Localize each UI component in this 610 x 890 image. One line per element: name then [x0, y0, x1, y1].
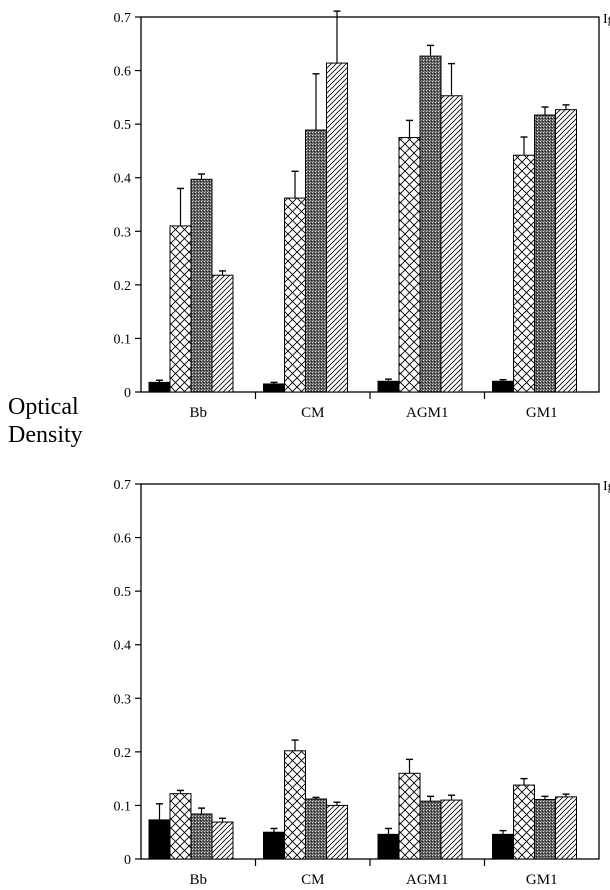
bar [263, 383, 285, 393]
bar [534, 799, 556, 860]
bar [492, 380, 514, 393]
x-category-label: AGM1 [406, 872, 449, 888]
bar [190, 813, 213, 860]
category-group-cm: CM [263, 739, 348, 888]
category-group-gm1: GM1 [492, 104, 577, 421]
bar [513, 784, 535, 860]
y-axis-label-line2: Density [8, 422, 83, 448]
bar [377, 380, 400, 393]
bar [419, 55, 442, 393]
bar [398, 137, 421, 393]
category-group-cm: CM [263, 10, 348, 421]
bar [169, 225, 192, 393]
chart-panel-igm: 0 0.1 0.2 0.3 0.4 0.5 0.6 0.7 IgM Bb CM AGM1 GM1 [114, 10, 610, 421]
y-tick-label: 0.1 [114, 799, 132, 814]
x-category-label: AGM1 [406, 405, 449, 421]
bar [440, 799, 463, 860]
bar [326, 804, 348, 860]
bar [148, 819, 171, 860]
bar [148, 381, 171, 393]
bar [284, 197, 306, 393]
x-category-label: GM1 [526, 405, 558, 421]
y-tick-label: 0.6 [114, 65, 132, 80]
bar [305, 129, 327, 393]
category-group-agm1: AGM1 [377, 758, 463, 888]
category-group-agm1: AGM1 [377, 44, 463, 421]
y-tick-label: 0.5 [114, 118, 132, 133]
y-tick-label: 0.4 [114, 639, 132, 654]
bar [555, 109, 577, 393]
y-tick-label: 0.7 [114, 11, 132, 26]
bar [398, 772, 421, 860]
y-tick-label: 0.1 [114, 332, 132, 347]
bar [190, 178, 213, 393]
panel-label: IgG [603, 479, 610, 494]
x-category-label: GM1 [526, 872, 558, 888]
y-tick-label: 0 [124, 386, 131, 401]
bar [440, 95, 463, 393]
bar [419, 800, 442, 860]
y-tick-label: 0.6 [114, 532, 132, 547]
x-category-label: CM [301, 405, 324, 421]
bar [377, 833, 400, 860]
y-tick-label: 0.3 [114, 692, 132, 707]
bar [169, 793, 192, 860]
bar [555, 796, 577, 860]
y-axis: 0 0.1 0.2 0.3 0.4 0.5 0.6 0.7 [114, 478, 141, 868]
category-group-bb: Bb [148, 173, 234, 421]
chart-panel-igg: 0 0.1 0.2 0.3 0.4 0.5 0.6 0.7 IgG Bb CM AGM1 GM1 [114, 478, 610, 888]
bar [534, 114, 556, 393]
category-group-gm1: GM1 [492, 777, 577, 888]
y-tick-label: 0.2 [114, 279, 132, 294]
bar [284, 750, 306, 860]
y-tick-label: 0.2 [114, 746, 132, 761]
x-category-label: Bb [189, 872, 207, 888]
y-axis-label-line1: Optical [8, 394, 79, 420]
category-group-bb: Bb [148, 789, 234, 888]
y-axis: 0 0.1 0.2 0.3 0.4 0.5 0.6 0.7 [114, 11, 141, 401]
bar [263, 831, 285, 860]
y-tick-label: 0.7 [114, 478, 132, 493]
y-tick-label: 0.4 [114, 172, 132, 187]
y-tick-label: 0.5 [114, 585, 132, 600]
y-tick-label: 0 [124, 853, 131, 868]
panel-label: IgM [603, 12, 610, 27]
bar [326, 62, 348, 393]
bar [211, 274, 234, 393]
bar [513, 154, 535, 393]
bar [211, 821, 234, 860]
bar [492, 833, 514, 860]
bar [305, 798, 327, 860]
x-category-label: CM [301, 872, 324, 888]
y-tick-label: 0.3 [114, 225, 132, 240]
x-category-label: Bb [189, 405, 207, 421]
